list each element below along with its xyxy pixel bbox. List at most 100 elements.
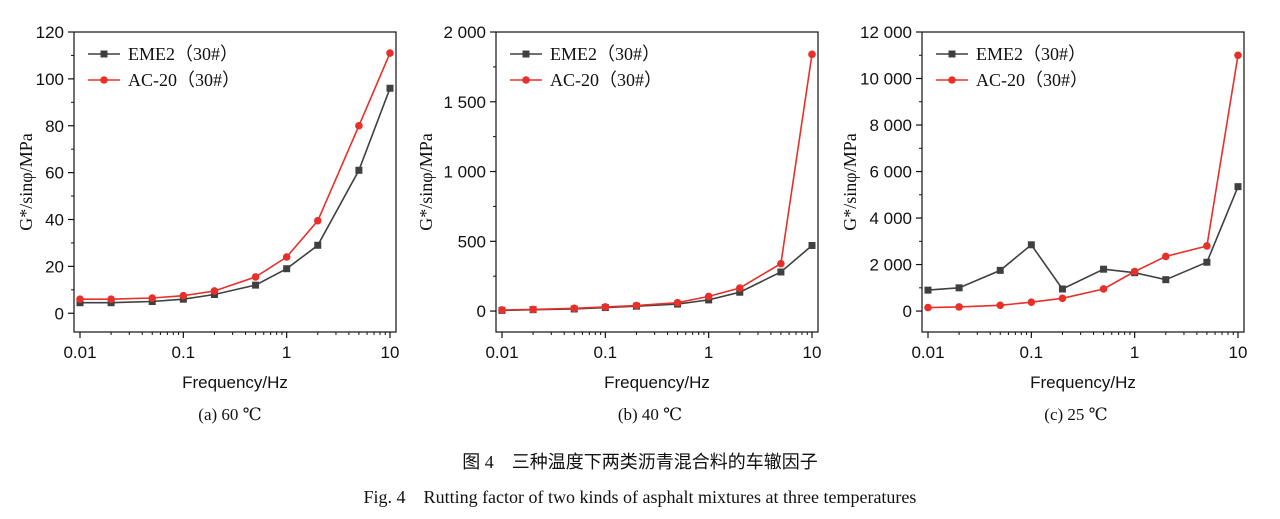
- legend-item-ac20: AC-20（30#）: [936, 70, 1088, 90]
- x-axis-label: Frequency/Hz: [604, 373, 710, 392]
- y-axis-label: G*/sinφ/MPa: [416, 133, 436, 230]
- x-tick-label: 0.01: [911, 343, 944, 362]
- legend-marker: [100, 76, 108, 84]
- panel-subtitle: (a) 60 ℃: [198, 405, 261, 424]
- data-point-ac20: [996, 301, 1005, 310]
- data-point-eme2: [314, 241, 322, 249]
- legend-item-eme2: EME2（30#）: [936, 44, 1086, 64]
- x-axis-label: Frequency/Hz: [1030, 373, 1136, 392]
- series-line-eme2: [80, 88, 391, 304]
- data-point-eme2: [355, 166, 363, 174]
- y-tick-label: 8 000: [869, 116, 912, 135]
- data-point-ac20: [148, 294, 157, 302]
- data-point-ac20: [210, 287, 219, 295]
- x-tick-label: 0.1: [172, 343, 196, 362]
- legend-marker: [948, 76, 956, 84]
- series-line-ac20: [501, 54, 813, 311]
- x-tick-label: 1: [282, 343, 291, 362]
- y-tick-label: 4 000: [869, 209, 912, 228]
- data-point-ac20: [251, 273, 260, 281]
- data-point-ac20: [282, 253, 291, 261]
- x-tick-label: 0.1: [594, 343, 618, 362]
- series-line-ac20: [80, 52, 391, 301]
- data-point-ac20: [1099, 285, 1108, 293]
- y-tick-label: 6 000: [869, 163, 912, 182]
- data-point-ac20: [632, 301, 641, 310]
- y-tick-label: 1 000: [443, 163, 486, 182]
- series-line-eme2: [501, 244, 813, 312]
- data-point-ac20: [1027, 298, 1036, 307]
- y-axis-label: G*/sinφ/MPa: [840, 133, 860, 230]
- legend-label: EME2（30#）: [128, 44, 238, 64]
- y-tick-label: 0: [477, 302, 486, 321]
- data-point-ac20: [1234, 51, 1242, 60]
- legend-marker: [948, 50, 956, 58]
- data-point-eme2: [736, 288, 744, 296]
- x-tick-label: 0.01: [485, 343, 518, 362]
- figure-caption-en: Fig. 4 Rutting factor of two kinds of as…: [364, 487, 917, 507]
- data-point-ac20: [808, 50, 816, 59]
- y-tick-label: 10 000: [860, 70, 912, 89]
- x-tick-label: 10: [803, 343, 822, 362]
- data-point-ac20: [570, 304, 579, 313]
- data-point-eme2: [924, 286, 932, 294]
- legend-item-eme2: EME2（30#）: [88, 44, 238, 64]
- data-point-eme2: [1058, 285, 1066, 293]
- series-line-ac20: [927, 55, 1239, 309]
- data-point-eme2: [1100, 265, 1108, 273]
- data-point-ac20: [955, 303, 963, 311]
- legend-item-eme2: EME2（30#）: [510, 44, 660, 64]
- data-point-ac20: [673, 298, 682, 307]
- data-point-ac20: [1058, 294, 1067, 303]
- data-point-ac20: [777, 259, 785, 268]
- legend-marker: [522, 50, 530, 58]
- y-tick-label: 2 000: [443, 23, 486, 42]
- y-tick-label: 120: [36, 23, 64, 42]
- legend-label: EME2（30#）: [976, 44, 1086, 64]
- data-point-eme2: [283, 265, 291, 273]
- data-point-ac20: [529, 305, 537, 314]
- y-tick-label: 0: [55, 304, 64, 323]
- data-point-ac20: [386, 49, 394, 57]
- data-point-eme2: [1027, 241, 1035, 249]
- y-tick-label: 100: [36, 70, 64, 89]
- data-point-eme2: [386, 84, 394, 92]
- plot-frame: [495, 31, 819, 333]
- data-point-ac20: [107, 295, 115, 303]
- data-point-ac20: [924, 303, 932, 312]
- data-point-eme2: [955, 284, 963, 292]
- data-point-ac20: [601, 303, 610, 311]
- y-tick-label: 80: [45, 117, 64, 136]
- panel-subtitle: (b) 40 ℃: [618, 405, 682, 424]
- y-tick-label: 60: [45, 164, 64, 183]
- legend-item-ac20: AC-20（30#）: [510, 70, 662, 90]
- x-axis-label: Frequency/Hz: [182, 373, 288, 392]
- data-point-ac20: [1161, 252, 1170, 261]
- legend-marker: [100, 50, 108, 58]
- chart-panel-1: 0 20 40 60 80 100 120 0.01 0.1 1 10 Frequency/Hz G*/…: [16, 23, 399, 424]
- legend-label: EME2（30#）: [550, 44, 660, 64]
- y-tick-label: 1 500: [443, 93, 486, 112]
- chart-panel-3: 0 2 000 4 000 6 000 8 000 10 000 12 000 0.01 0.1…: [840, 23, 1247, 424]
- x-tick-label: 10: [1229, 343, 1248, 362]
- data-point-ac20: [735, 284, 744, 292]
- x-tick-label: 0.1: [1020, 343, 1044, 362]
- x-tick-label: 1: [704, 343, 713, 362]
- y-tick-label: 0: [903, 302, 912, 321]
- x-tick-label: 1: [1130, 343, 1139, 362]
- data-point-ac20: [1203, 242, 1211, 250]
- y-axis-label: G*/sinφ/MPa: [16, 133, 36, 230]
- legend-label: AC-20（30#）: [550, 70, 662, 90]
- figure-caption-cn: 图 4 三种温度下两类沥青混合料的车辙因子: [462, 452, 818, 472]
- plot-frame: [73, 31, 397, 333]
- data-point-eme2: [777, 268, 785, 276]
- data-point-ac20: [313, 216, 322, 225]
- data-point-eme2: [252, 281, 260, 289]
- data-point-ac20: [704, 292, 713, 301]
- data-point-ac20: [355, 121, 363, 130]
- legend-item-ac20: AC-20（30#）: [88, 70, 240, 90]
- panel-subtitle: (c) 25 ℃: [1044, 405, 1107, 424]
- chart-panel-2: 0 500 1 000 1 500 2 000 0.01 0.1 1 10 Frequency/H…: [416, 23, 821, 424]
- plot-frame: [921, 31, 1245, 333]
